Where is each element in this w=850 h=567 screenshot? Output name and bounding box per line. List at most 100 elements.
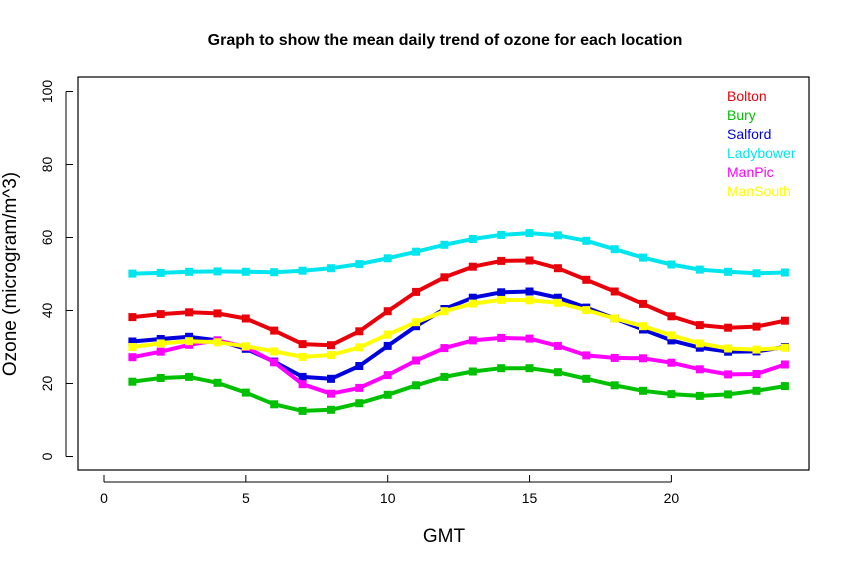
data-point-mansouth: [327, 351, 335, 359]
data-point-ladybower: [355, 260, 364, 269]
data-point-salford: [468, 293, 477, 302]
data-point-salford: [156, 335, 165, 343]
data-point-ladybower: [383, 254, 392, 263]
legend-entry-mansouth: ManSouth: [727, 183, 791, 199]
data-point-bolton: [298, 340, 307, 349]
data-point-bolton: [752, 322, 761, 331]
data-point-salford: [128, 337, 137, 346]
series-line-bolton: [132, 258, 786, 348]
data-point-ladybower: [128, 269, 137, 278]
data-point-mansouth: [582, 306, 591, 315]
data-point-bury: [241, 388, 250, 397]
data-point-salford: [383, 341, 392, 350]
data-point-manpic: [780, 360, 789, 369]
data-point-bury: [383, 390, 392, 399]
data-point-mansouth: [241, 342, 250, 351]
data-point-manpic: [128, 353, 137, 362]
data-point-bury: [213, 378, 222, 387]
data-point-bolton: [639, 299, 647, 308]
data-point-bolton: [525, 256, 534, 265]
series-ladybower: [128, 229, 789, 278]
data-point-manpic: [497, 333, 506, 342]
data-point-manpic: [639, 354, 647, 363]
data-point-ladybower: [497, 230, 506, 239]
series-bury: [128, 364, 789, 415]
y-axis: 0 20 40 60 80 100: [39, 80, 73, 460]
data-point-salford: [327, 374, 335, 383]
data-point-bury: [156, 374, 165, 382]
data-point-mansouth: [468, 299, 477, 308]
data-point-mansouth: [553, 298, 562, 307]
data-point-salford: [185, 332, 194, 341]
data-point-bury: [610, 381, 619, 390]
data-point-ladybower: [440, 240, 449, 249]
data-point-bolton: [667, 312, 676, 321]
legend-entry-manpic: ManPic: [727, 164, 774, 180]
x-tick-label: 5: [242, 490, 250, 506]
data-point-salford: [667, 336, 676, 345]
legend: Bolton Bury Salford Ladybower ManPic ManSouth: [727, 88, 796, 199]
data-point-bolton: [695, 321, 704, 330]
series-layer: [128, 229, 789, 415]
data-point-bolton: [270, 326, 279, 335]
data-point-ladybower: [270, 268, 279, 277]
data-point-salford: [298, 372, 307, 381]
data-point-mansouth: [752, 345, 761, 354]
data-point-mansouth: [610, 314, 619, 323]
data-point-manpic: [355, 383, 364, 392]
data-point-ladybower: [610, 245, 619, 254]
data-point-ladybower: [582, 236, 591, 245]
data-point-manpic: [468, 336, 477, 345]
data-point-mansouth: [780, 343, 789, 352]
data-point-bury: [412, 381, 421, 390]
y-tick-label: 0: [39, 452, 55, 460]
data-point-bolton: [213, 309, 222, 318]
data-point-mansouth: [440, 307, 449, 316]
data-point-bolton: [610, 287, 619, 296]
x-axis: 0 5 10 15 20: [100, 475, 679, 506]
data-point-mansouth: [695, 339, 704, 348]
data-point-manpic: [270, 358, 279, 367]
y-tick-label: 60: [39, 230, 55, 246]
data-point-salford: [497, 288, 506, 297]
data-point-bolton: [412, 287, 421, 296]
data-point-mansouth: [525, 296, 534, 305]
data-point-manpic: [156, 347, 165, 356]
data-point-salford: [553, 293, 562, 302]
data-point-bury: [752, 386, 761, 395]
data-point-bolton: [468, 262, 477, 271]
chart-title: Graph to show the mean daily trend of oz…: [208, 32, 683, 49]
data-point-mansouth: [355, 343, 364, 352]
data-point-bolton: [156, 310, 165, 319]
data-point-manpic: [724, 370, 733, 379]
data-point-manpic: [327, 389, 335, 398]
data-point-manpic: [667, 358, 676, 367]
legend-entry-bolton: Bolton: [727, 88, 767, 104]
x-tick-label: 15: [522, 490, 538, 506]
data-point-bolton: [327, 341, 335, 350]
data-point-bury: [525, 364, 534, 373]
data-point-mansouth: [156, 339, 165, 348]
data-point-mansouth: [185, 337, 194, 346]
data-point-bolton: [355, 327, 364, 336]
data-point-ladybower: [553, 231, 562, 240]
data-point-salford: [355, 362, 364, 370]
plot-frame: [77, 76, 810, 471]
series-mansouth: [128, 295, 789, 361]
data-point-ladybower: [468, 235, 477, 243]
data-point-bolton: [383, 307, 392, 316]
data-point-ladybower: [780, 268, 789, 277]
x-tick-label: 10: [380, 490, 396, 506]
y-tick-label: 100: [39, 80, 55, 104]
data-point-mansouth: [383, 330, 392, 339]
data-point-mansouth: [667, 331, 676, 340]
data-point-manpic: [582, 351, 591, 360]
data-point-manpic: [610, 353, 619, 362]
data-point-bury: [695, 391, 704, 400]
data-point-bolton: [241, 314, 250, 323]
data-point-bolton: [440, 273, 449, 282]
series-line-bury: [132, 366, 786, 413]
y-axis-label: Ozone (microgram/m^3): [0, 172, 21, 376]
data-point-ladybower: [241, 267, 250, 276]
